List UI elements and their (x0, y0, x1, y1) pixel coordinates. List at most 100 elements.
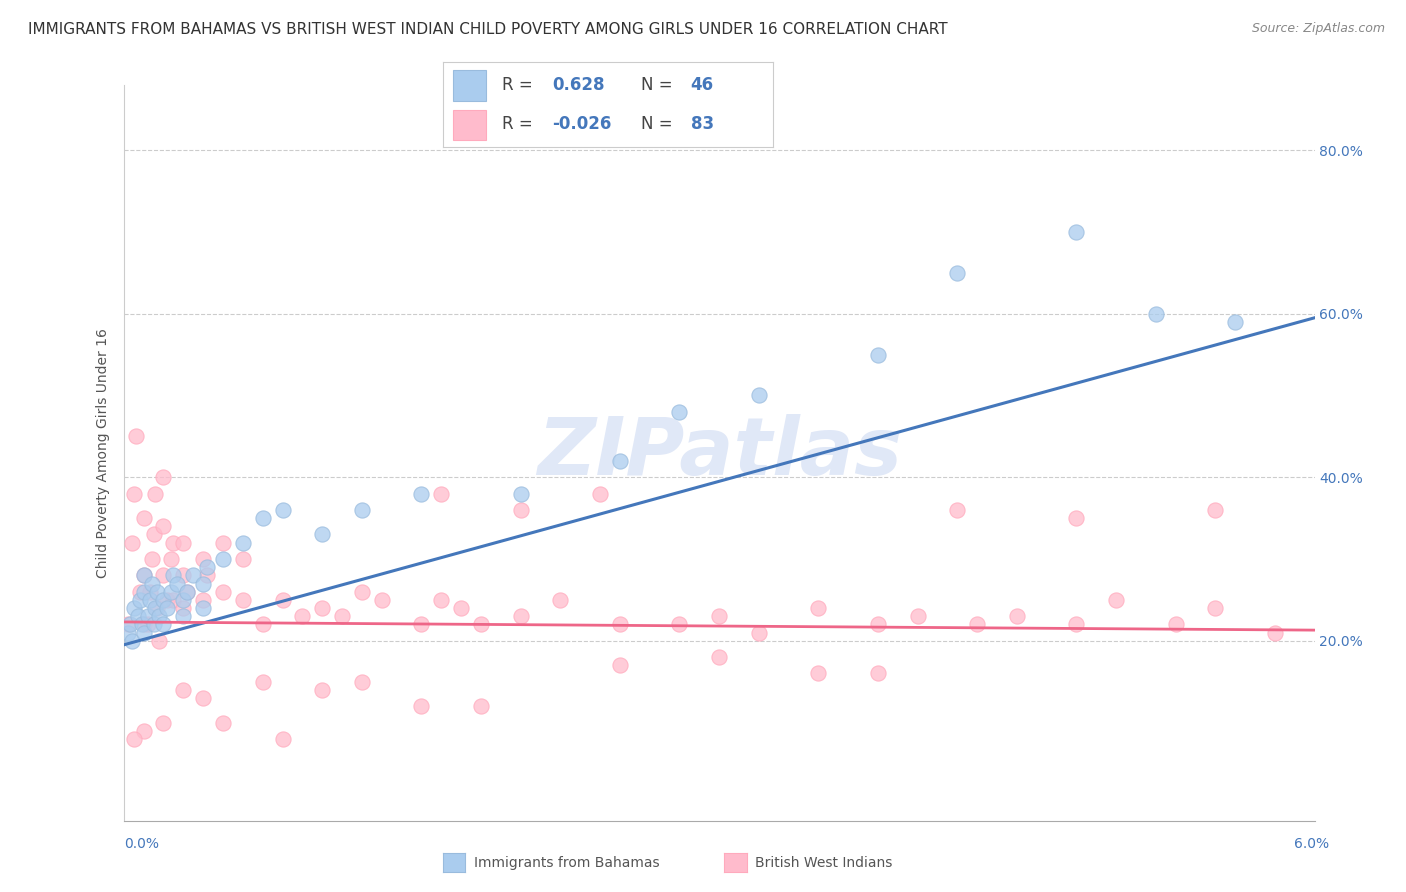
Text: 0.628: 0.628 (553, 77, 605, 95)
Point (117, 625, 139, 640)
Point (122, 601, 145, 615)
Point (162, 568, 184, 582)
Point (430, 592, 453, 607)
Point (291, 609, 314, 624)
Point (191, 601, 214, 615)
Point (709, 650, 731, 665)
Point (668, 617, 690, 632)
Point (141, 576, 163, 591)
Text: IMMIGRANTS FROM BAHAMAS VS BRITISH WEST INDIAN CHILD POVERTY AMONG GIRLS UNDER 1: IMMIGRANTS FROM BAHAMAS VS BRITISH WEST … (28, 22, 948, 37)
Point (550, 592, 572, 607)
Point (232, 552, 254, 566)
Point (411, 486, 433, 500)
Text: 83: 83 (690, 115, 714, 133)
Point (1005, 609, 1028, 624)
Point (271, 503, 294, 517)
Point (807, 601, 830, 615)
Point (172, 609, 194, 624)
Text: 46: 46 (690, 77, 714, 95)
Point (589, 486, 612, 500)
Point (181, 568, 204, 582)
Point (145, 486, 167, 500)
Point (350, 503, 373, 517)
Point (509, 486, 531, 500)
Point (128, 584, 150, 599)
FancyBboxPatch shape (453, 70, 486, 101)
Point (212, 715, 235, 730)
Point (430, 486, 453, 500)
Point (509, 503, 531, 517)
Point (866, 666, 889, 681)
Point (138, 592, 160, 607)
Point (141, 552, 163, 566)
Point (252, 511, 274, 525)
Point (212, 552, 235, 566)
Point (176, 584, 198, 599)
Point (748, 388, 770, 402)
Point (172, 601, 194, 615)
Point (162, 535, 184, 549)
Point (156, 601, 179, 615)
Point (121, 535, 143, 549)
Point (709, 609, 731, 624)
Point (156, 592, 179, 607)
Point (411, 699, 433, 714)
Point (191, 592, 214, 607)
Point (132, 723, 155, 738)
Point (132, 617, 155, 632)
Point (271, 592, 294, 607)
Text: 0.0%: 0.0% (124, 837, 159, 851)
Point (191, 690, 214, 705)
Point (172, 682, 194, 697)
Point (1264, 625, 1286, 640)
Point (132, 625, 155, 640)
Point (117, 617, 139, 632)
Point (350, 584, 373, 599)
Point (136, 609, 159, 624)
Point (509, 609, 531, 624)
Point (1144, 307, 1167, 321)
Point (609, 658, 631, 673)
Point (966, 617, 988, 632)
Point (191, 552, 214, 566)
Point (450, 601, 472, 615)
Point (866, 347, 889, 362)
Point (172, 535, 194, 549)
Point (162, 592, 184, 607)
Point (142, 617, 165, 632)
Point (807, 666, 830, 681)
Text: ZIPatlas: ZIPatlas (537, 414, 901, 491)
Point (132, 568, 155, 582)
Point (131, 617, 153, 632)
Point (142, 527, 165, 541)
Point (748, 625, 770, 640)
Point (212, 535, 235, 549)
Point (668, 405, 690, 419)
Point (176, 584, 198, 599)
Text: 6.0%: 6.0% (1294, 837, 1329, 851)
Point (132, 568, 155, 582)
Point (152, 470, 174, 484)
Point (152, 568, 174, 582)
Point (371, 592, 394, 607)
Point (907, 609, 929, 624)
Point (145, 601, 167, 615)
Point (122, 731, 145, 746)
Point (148, 633, 170, 648)
Point (195, 560, 218, 574)
Point (166, 576, 188, 591)
Point (152, 519, 174, 533)
Point (1225, 315, 1247, 329)
Text: British West Indians: British West Indians (755, 855, 893, 870)
Point (311, 527, 333, 541)
Point (609, 454, 631, 468)
Point (136, 617, 159, 632)
Point (311, 682, 333, 697)
Point (411, 617, 433, 632)
Point (152, 715, 174, 730)
Point (1204, 503, 1226, 517)
Point (127, 609, 149, 624)
Point (271, 731, 294, 746)
Point (232, 592, 254, 607)
Text: R =: R = (502, 115, 533, 133)
